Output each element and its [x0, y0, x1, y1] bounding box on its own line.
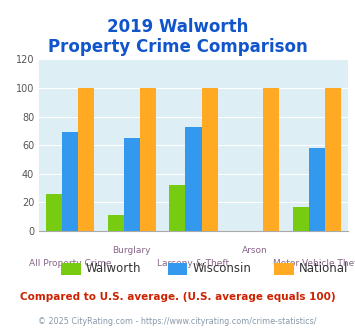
Text: © 2025 CityRating.com - https://www.cityrating.com/crime-statistics/: © 2025 CityRating.com - https://www.city…: [38, 317, 317, 326]
Bar: [185, 127, 202, 231]
Bar: [124, 138, 140, 231]
Bar: [325, 88, 341, 231]
Bar: [202, 88, 218, 231]
Text: Property Crime Comparison: Property Crime Comparison: [48, 38, 307, 56]
Text: Larceny & Theft: Larceny & Theft: [157, 259, 230, 268]
Text: All Property Crime: All Property Crime: [29, 259, 111, 268]
Text: National: National: [299, 262, 349, 276]
Text: 2019 Walworth: 2019 Walworth: [107, 18, 248, 36]
Bar: [169, 185, 185, 231]
Text: Compared to U.S. average. (U.S. average equals 100): Compared to U.S. average. (U.S. average …: [20, 292, 335, 302]
Bar: [108, 215, 124, 231]
Text: Walworth: Walworth: [86, 262, 142, 276]
Bar: [46, 194, 62, 231]
Text: Motor Vehicle Theft: Motor Vehicle Theft: [273, 259, 355, 268]
Bar: [62, 132, 78, 231]
Bar: [78, 88, 94, 231]
Text: Burglary: Burglary: [113, 246, 151, 255]
Text: Arson: Arson: [242, 246, 268, 255]
Text: Wisconsin: Wisconsin: [193, 262, 251, 276]
Bar: [263, 88, 279, 231]
Bar: [309, 148, 325, 231]
Bar: [140, 88, 156, 231]
Bar: [293, 207, 309, 231]
